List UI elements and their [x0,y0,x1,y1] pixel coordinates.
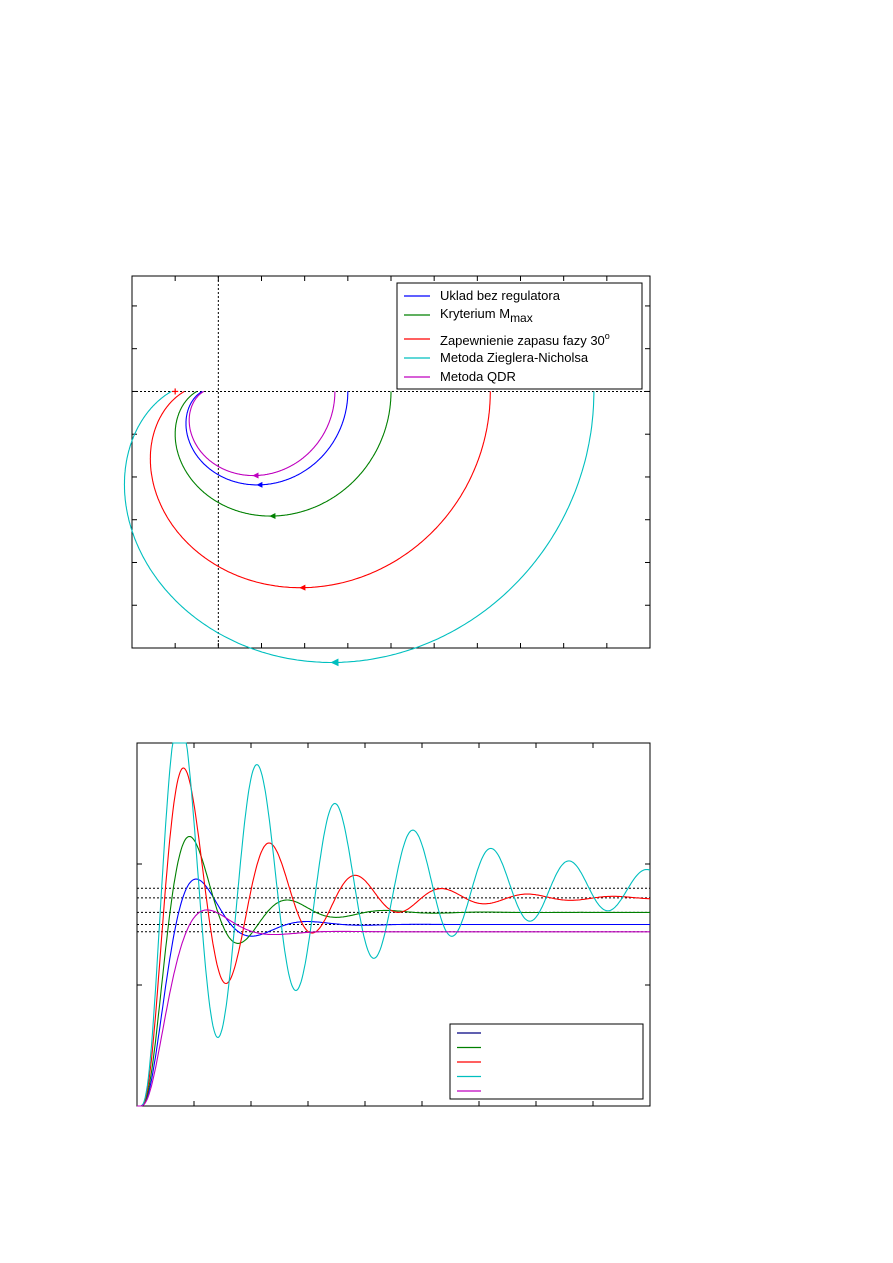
nyquist-arrow-1 [256,481,263,488]
nyquist-curve-1 [185,391,349,486]
nyquist-chart: Uklad bez regulatora Kryterium Mmax Zape… [123,275,651,667]
nyquist-arrow-3 [299,584,306,591]
critical-point-marker [172,388,179,395]
step-response-chart [136,742,651,1107]
legend-label-mmax-sub: max [510,311,533,325]
nyquist-curve-5 [188,391,336,477]
legend-label-mmax-main: Kryterium M [440,306,510,321]
nyquist-curve-2 [174,391,392,517]
step-curve-2 [137,835,650,1107]
legend-label-mmax: Kryterium Mmax [440,306,533,325]
legend-label-uklad: Uklad bez regulatora [440,288,561,303]
nyquist-legend: Uklad bez regulatora Kryterium Mmax Zape… [396,282,643,390]
nyquist-ticks [132,276,650,648]
step-legend-box [449,1023,644,1100]
nyquist-arrow-5 [252,472,259,479]
legend-label-zapas-sup: o [605,331,610,341]
step-curve-4 [137,742,651,1107]
step-ticks [137,743,650,1106]
step-legend-swatches [457,1032,481,1092]
legend-label-zapas: Zapewnienie zapasu fazy 30o [440,331,610,348]
step-curve-1 [137,878,650,1107]
nyquist-reference-lines [132,276,650,648]
legend-label-qdr: Metoda QDR [440,369,516,384]
step-curve-3 [137,767,651,1107]
nyquist-curve-3 [149,390,491,589]
step-legend [449,1023,644,1100]
nyquist-curve-4 [123,390,595,664]
nyquist-series [123,390,595,667]
nyquist-arrow-4 [330,658,339,667]
legend-label-zapas-main: Zapewnienie zapasu fazy 30 [440,333,605,348]
legend-label-zn: Metoda Zieglera-Nicholsa [440,350,589,365]
nyquist-arrow-2 [269,513,276,519]
step-curve-5 [137,909,650,1107]
nyquist-legend-box [396,282,643,390]
step-steady-state-lines [137,887,650,933]
step-series [137,742,651,1107]
